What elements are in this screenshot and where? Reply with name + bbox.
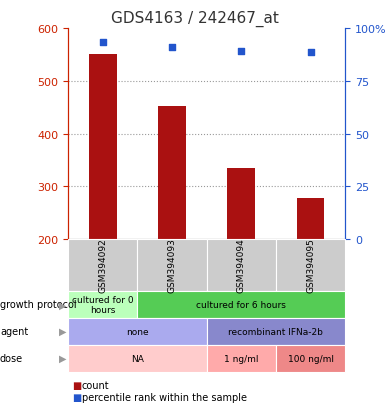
Text: cultured for 0
hours: cultured for 0 hours xyxy=(72,295,134,314)
Text: growth protocol: growth protocol xyxy=(0,299,76,310)
Point xyxy=(238,49,245,55)
Point xyxy=(307,50,314,57)
Text: ■: ■ xyxy=(72,380,82,390)
Text: cultured for 6 hours: cultured for 6 hours xyxy=(197,300,286,309)
Bar xyxy=(158,107,186,240)
Bar xyxy=(89,55,117,240)
Text: recombinant IFNa-2b: recombinant IFNa-2b xyxy=(229,327,323,336)
Text: ■: ■ xyxy=(72,392,82,402)
Text: percentile rank within the sample: percentile rank within the sample xyxy=(82,392,247,402)
Text: ▶: ▶ xyxy=(59,299,66,310)
Text: GSM394095: GSM394095 xyxy=(306,238,315,293)
Text: GDS4163 / 242467_at: GDS4163 / 242467_at xyxy=(111,10,279,26)
Point xyxy=(100,39,106,46)
Text: ▶: ▶ xyxy=(59,326,66,337)
Text: GSM394094: GSM394094 xyxy=(237,238,246,293)
Bar xyxy=(297,199,324,240)
Text: count: count xyxy=(82,380,110,390)
Text: 100 ng/ml: 100 ng/ml xyxy=(287,354,333,363)
Text: GSM394092: GSM394092 xyxy=(98,238,107,293)
Text: dose: dose xyxy=(0,353,23,363)
Text: 1 ng/ml: 1 ng/ml xyxy=(224,354,259,363)
Text: GSM394093: GSM394093 xyxy=(168,238,177,293)
Bar xyxy=(227,169,255,240)
Point xyxy=(169,45,175,51)
Text: none: none xyxy=(126,327,149,336)
Text: agent: agent xyxy=(0,326,28,337)
Text: ▶: ▶ xyxy=(59,353,66,363)
Text: NA: NA xyxy=(131,354,144,363)
